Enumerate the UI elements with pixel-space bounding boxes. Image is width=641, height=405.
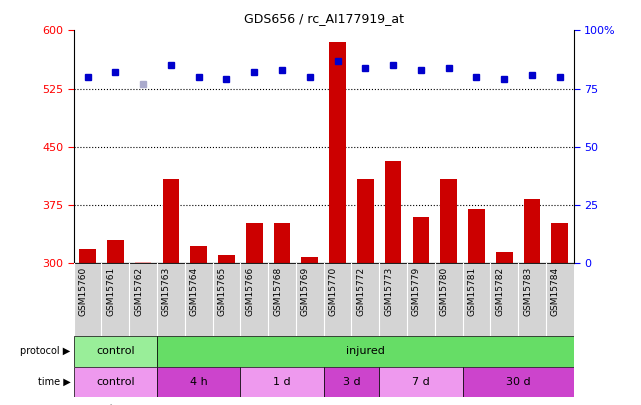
- Text: GSM15765: GSM15765: [217, 267, 226, 316]
- Text: GSM15761: GSM15761: [106, 267, 115, 316]
- Bar: [440, 179, 457, 263]
- Bar: [74, 367, 157, 397]
- Text: time ▶: time ▶: [38, 377, 71, 387]
- Text: GSM15762: GSM15762: [134, 267, 143, 316]
- Bar: [218, 255, 235, 263]
- Text: GSM15772: GSM15772: [356, 267, 365, 316]
- Bar: [157, 336, 574, 367]
- Text: count: count: [87, 404, 114, 405]
- Bar: [385, 161, 401, 263]
- Bar: [324, 367, 379, 397]
- Text: GSM15766: GSM15766: [246, 267, 254, 316]
- Bar: [357, 179, 374, 263]
- Text: 4 h: 4 h: [190, 377, 208, 387]
- Text: GDS656 / rc_AI177919_at: GDS656 / rc_AI177919_at: [244, 12, 404, 25]
- Text: ■: ■: [67, 404, 76, 405]
- Text: GSM15770: GSM15770: [329, 267, 338, 316]
- Bar: [240, 367, 324, 397]
- Bar: [157, 367, 240, 397]
- Bar: [463, 367, 574, 397]
- Bar: [190, 246, 207, 263]
- Bar: [163, 179, 179, 263]
- Text: GSM15784: GSM15784: [551, 267, 560, 316]
- Bar: [74, 263, 574, 336]
- Bar: [301, 257, 318, 263]
- Text: injured: injured: [346, 346, 385, 356]
- Text: GSM15764: GSM15764: [190, 267, 199, 316]
- Bar: [413, 217, 429, 263]
- Text: GSM15781: GSM15781: [467, 267, 476, 316]
- Bar: [496, 252, 513, 263]
- Text: GSM15773: GSM15773: [384, 267, 393, 316]
- Bar: [135, 262, 151, 263]
- Text: GSM15779: GSM15779: [412, 267, 421, 316]
- Text: control: control: [96, 346, 135, 356]
- Bar: [329, 42, 346, 263]
- Bar: [551, 223, 568, 263]
- Bar: [79, 249, 96, 263]
- Text: GSM15780: GSM15780: [440, 267, 449, 316]
- Text: GSM15760: GSM15760: [79, 267, 88, 316]
- Text: GSM15782: GSM15782: [495, 267, 504, 316]
- Text: 1 d: 1 d: [273, 377, 291, 387]
- Text: GSM15763: GSM15763: [162, 267, 171, 316]
- Text: GSM15768: GSM15768: [273, 267, 282, 316]
- Bar: [74, 336, 157, 367]
- Bar: [246, 223, 263, 263]
- Bar: [468, 209, 485, 263]
- Text: control: control: [96, 377, 135, 387]
- Bar: [107, 240, 124, 263]
- Text: GSM15769: GSM15769: [301, 267, 310, 316]
- Bar: [379, 367, 463, 397]
- Bar: [524, 199, 540, 263]
- Text: 7 d: 7 d: [412, 377, 430, 387]
- Text: 30 d: 30 d: [506, 377, 531, 387]
- Text: protocol ▶: protocol ▶: [21, 346, 71, 356]
- Bar: [274, 223, 290, 263]
- Text: GSM15783: GSM15783: [523, 267, 532, 316]
- Text: 3 d: 3 d: [343, 377, 360, 387]
